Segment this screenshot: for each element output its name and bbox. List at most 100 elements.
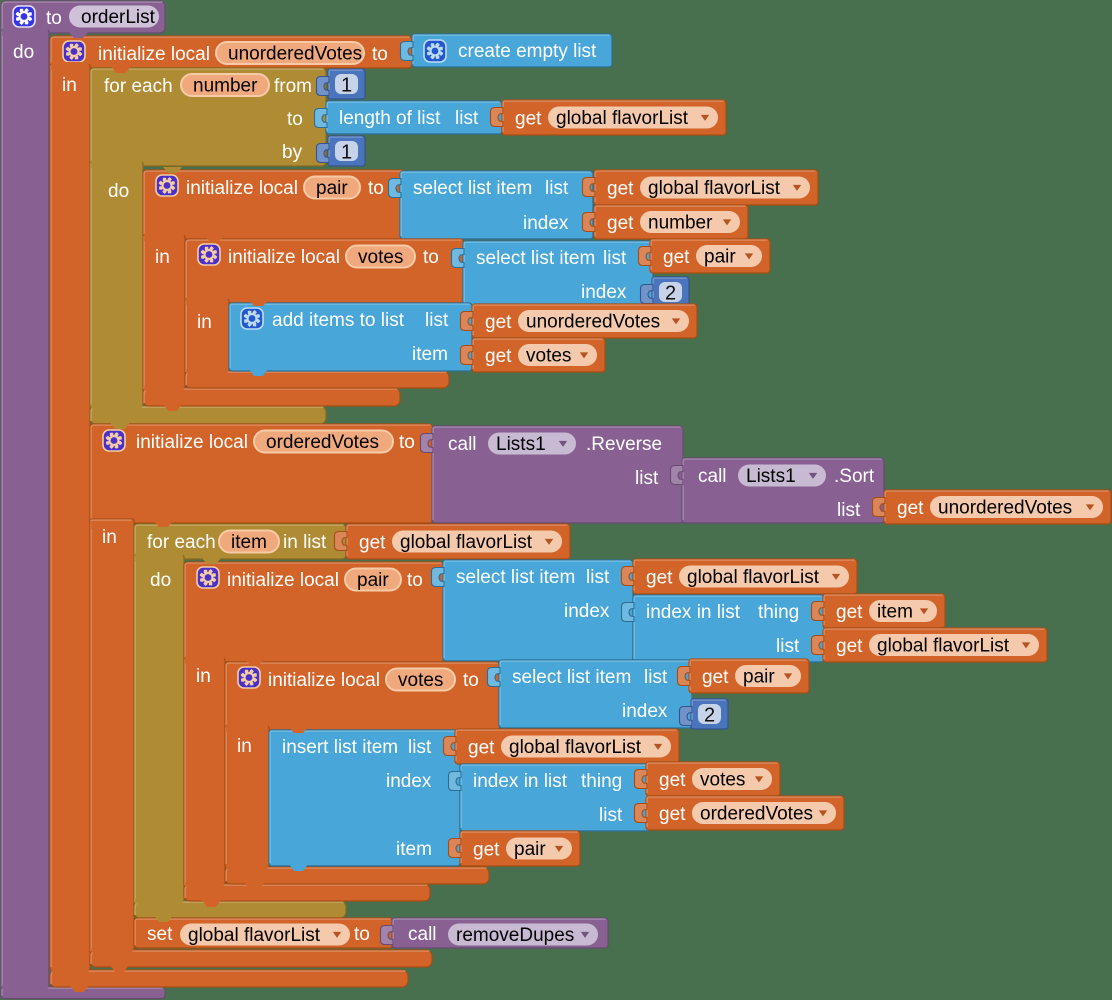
svg-text:list: list xyxy=(635,468,659,489)
svg-text:do: do xyxy=(13,42,34,63)
svg-text:length of list: length of list xyxy=(339,108,441,129)
svg-text:do: do xyxy=(150,570,171,591)
svg-text:pair: pair xyxy=(704,247,736,268)
svg-text:set: set xyxy=(147,924,173,945)
svg-text:to: to xyxy=(368,178,384,199)
svg-text:in: in xyxy=(237,736,252,757)
svg-text:Lists1: Lists1 xyxy=(496,434,546,455)
svg-text:1: 1 xyxy=(341,75,352,97)
svg-text:select list item: select list item xyxy=(413,178,532,199)
svg-text:global flavorList: global flavorList xyxy=(877,636,1010,657)
svg-text:in list: in list xyxy=(283,532,327,553)
svg-text:global flavorList: global flavorList xyxy=(509,737,642,758)
svg-text:unorderedVotes: unorderedVotes xyxy=(526,312,660,333)
svg-text:orderList: orderList xyxy=(81,7,156,28)
svg-text:get: get xyxy=(659,804,686,825)
svg-text:item: item xyxy=(396,839,432,860)
svg-text:create empty list: create empty list xyxy=(458,41,597,62)
svg-text:get: get xyxy=(468,738,495,759)
svg-text:to: to xyxy=(287,109,303,130)
svg-text:orderedVotes: orderedVotes xyxy=(266,432,379,453)
svg-text:add items to list: add items to list xyxy=(272,310,405,331)
svg-text:global flavorList: global flavorList xyxy=(648,178,781,199)
svg-text:global flavorList: global flavorList xyxy=(188,925,321,946)
svg-text:.Sort: .Sort xyxy=(834,466,875,487)
svg-text:list: list xyxy=(586,567,610,588)
svg-text:initialize local: initialize local xyxy=(227,570,339,591)
svg-text:index: index xyxy=(564,601,610,622)
svg-text:call: call xyxy=(408,924,437,945)
svg-text:get: get xyxy=(485,312,512,333)
svg-text:from: from xyxy=(274,76,312,97)
svg-text:global flavorList: global flavorList xyxy=(556,108,689,129)
svg-text:get: get xyxy=(607,213,634,234)
svg-text:get: get xyxy=(659,770,686,791)
svg-text:.Reverse: .Reverse xyxy=(586,434,662,455)
svg-text:get: get xyxy=(473,840,500,861)
svg-text:number: number xyxy=(648,213,713,234)
svg-text:votes: votes xyxy=(526,346,571,367)
svg-text:list: list xyxy=(603,248,627,269)
svg-text:removeDupes: removeDupes xyxy=(456,925,574,946)
svg-text:initialize local: initialize local xyxy=(228,247,340,268)
svg-text:item: item xyxy=(877,602,913,623)
svg-text:call: call xyxy=(698,466,727,487)
svg-text:global flavorList: global flavorList xyxy=(400,532,533,553)
svg-text:index in list: index in list xyxy=(473,771,568,792)
svg-text:to: to xyxy=(463,670,479,691)
svg-text:get: get xyxy=(702,667,729,688)
svg-text:in: in xyxy=(62,75,77,96)
svg-text:get: get xyxy=(836,636,863,657)
svg-text:votes: votes xyxy=(700,770,745,791)
svg-text:insert list item: insert list item xyxy=(282,737,398,758)
svg-text:select list item: select list item xyxy=(512,667,631,688)
svg-text:to: to xyxy=(354,924,370,945)
svg-text:for each: for each xyxy=(104,76,173,97)
svg-text:index in list: index in list xyxy=(646,602,741,623)
svg-text:in: in xyxy=(155,247,170,268)
svg-text:to: to xyxy=(399,432,415,453)
svg-text:in: in xyxy=(196,666,211,687)
svg-text:in: in xyxy=(197,312,212,333)
svg-text:get: get xyxy=(607,179,634,200)
svg-text:item: item xyxy=(231,532,267,553)
svg-text:list: list xyxy=(545,178,569,199)
svg-text:to: to xyxy=(423,247,439,268)
svg-text:list: list xyxy=(408,737,432,758)
svg-text:list: list xyxy=(837,500,861,521)
svg-text:1: 1 xyxy=(341,142,352,164)
svg-text:2: 2 xyxy=(665,283,676,305)
svg-text:call: call xyxy=(448,434,477,455)
svg-text:get: get xyxy=(663,247,690,268)
svg-text:to: to xyxy=(46,8,62,29)
svg-text:index: index xyxy=(523,213,569,234)
svg-text:pair: pair xyxy=(357,570,389,591)
svg-text:pair: pair xyxy=(743,667,775,688)
svg-text:get: get xyxy=(836,602,863,623)
svg-text:Lists1: Lists1 xyxy=(746,466,796,487)
svg-text:global flavorList: global flavorList xyxy=(687,567,820,588)
svg-text:votes: votes xyxy=(398,670,443,691)
svg-text:get: get xyxy=(646,568,673,589)
svg-text:votes: votes xyxy=(358,247,403,268)
svg-text:item: item xyxy=(412,344,448,365)
svg-text:index: index xyxy=(386,771,432,792)
svg-text:select list item: select list item xyxy=(456,567,575,588)
svg-text:to: to xyxy=(372,44,388,65)
svg-text:initialize local: initialize local xyxy=(186,178,298,199)
svg-text:list: list xyxy=(455,108,479,129)
svg-text:2: 2 xyxy=(704,705,715,727)
svg-text:in: in xyxy=(102,527,117,548)
svg-text:orderedVotes: orderedVotes xyxy=(700,804,813,825)
svg-text:pair: pair xyxy=(514,839,546,860)
svg-text:select list item: select list item xyxy=(476,248,595,269)
svg-text:for each: for each xyxy=(147,532,216,553)
svg-text:do: do xyxy=(108,181,129,202)
svg-text:get: get xyxy=(897,498,924,519)
svg-text:index: index xyxy=(581,282,627,303)
svg-text:get: get xyxy=(515,109,542,130)
svg-text:initialize local: initialize local xyxy=(268,670,380,691)
svg-text:list: list xyxy=(599,805,623,826)
svg-text:initialize local: initialize local xyxy=(98,44,210,65)
svg-text:thing: thing xyxy=(758,602,799,623)
